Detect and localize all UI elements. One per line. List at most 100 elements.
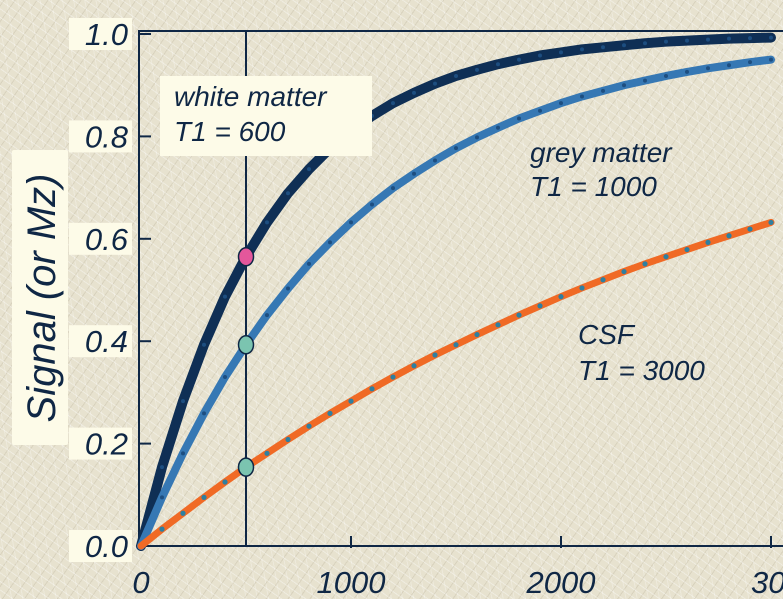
data-point-csf xyxy=(306,423,312,429)
data-point-csf xyxy=(621,268,627,275)
y-tick-label-bg xyxy=(69,222,132,255)
data-point-grey-matter xyxy=(391,186,395,191)
data-point-white-matter xyxy=(727,36,731,41)
marker-white-matter xyxy=(237,246,255,267)
data-point-grey-matter xyxy=(538,108,542,113)
plot-area xyxy=(138,30,783,547)
data-point-grey-matter xyxy=(223,375,227,380)
data-point-csf xyxy=(390,374,396,380)
y-axis-title: Signal (or Mz) xyxy=(12,150,68,445)
data-point-grey-matter xyxy=(160,495,164,500)
data-point-grey-matter xyxy=(706,66,710,71)
y-tick-label: 0.2 xyxy=(85,427,128,462)
y-axis-label: Signal (or Mz) xyxy=(20,174,64,423)
y-tick-label-bg xyxy=(69,325,132,358)
data-point-csf xyxy=(726,233,732,239)
x-tick-label: 0 xyxy=(132,565,149,599)
y-axis-ticks: 0.0 0.2 0.4 0.6 0.8 1.0 xyxy=(69,17,151,564)
data-point-grey-matter xyxy=(433,158,437,163)
data-point-white-matter xyxy=(601,45,605,50)
data-point-csf xyxy=(180,510,186,516)
annotation-white-matter-name: white matter xyxy=(174,81,328,112)
data-point-white-matter xyxy=(307,167,311,172)
data-point-csf xyxy=(642,261,648,267)
y-tick-label-bg xyxy=(69,18,132,50)
data-point-csf xyxy=(600,277,606,283)
annotation-csf: CSF T1 = 3000 xyxy=(578,319,705,386)
data-point-grey-matter xyxy=(328,240,332,245)
x-axis-ticks: 0 1000 2000 30 xyxy=(132,536,783,599)
data-point-white-matter xyxy=(538,53,542,58)
data-point-white-matter xyxy=(622,43,626,48)
data-point-csf xyxy=(159,526,165,532)
data-point-grey-matter xyxy=(727,63,731,68)
annotation-white-matter: white matter T1 = 600 xyxy=(160,76,372,156)
data-point-csf xyxy=(516,312,522,318)
y-tick-label-bg xyxy=(69,530,132,562)
annotation-csf-name: CSF xyxy=(578,319,636,350)
data-point-white-matter xyxy=(769,35,773,40)
y-tick-label-bg xyxy=(69,427,132,460)
data-point-grey-matter xyxy=(454,146,458,151)
data-point-white-matter xyxy=(265,220,269,225)
data-point-grey-matter xyxy=(265,313,269,318)
annotation-grey-matter-t1: T1 = 1000 xyxy=(530,171,657,202)
data-point-grey-matter xyxy=(496,125,500,130)
data-point-grey-matter xyxy=(769,57,773,62)
data-point-grey-matter xyxy=(643,78,647,83)
data-point-csf xyxy=(495,322,501,328)
annotation-grey-matter: grey matter T1 = 1000 xyxy=(530,137,673,202)
data-point-csf xyxy=(537,303,543,309)
y-tick-label: 0.8 xyxy=(85,119,129,154)
marker-layer xyxy=(237,246,255,477)
marker-grey-matter xyxy=(237,335,255,355)
data-point-csf xyxy=(201,494,207,500)
data-point-white-matter xyxy=(496,62,500,67)
data-point-grey-matter xyxy=(181,451,185,456)
data-point-grey-matter xyxy=(349,220,353,225)
data-point-white-matter xyxy=(643,41,647,46)
data-point-csf xyxy=(579,285,585,291)
data-point-white-matter xyxy=(748,36,752,41)
marker-csf xyxy=(237,457,255,477)
data-point-white-matter xyxy=(664,39,668,44)
data-point-white-matter xyxy=(517,57,521,62)
data-point-grey-matter xyxy=(601,88,605,93)
annotation-grey-matter-name: grey matter xyxy=(530,137,673,168)
data-point-csf xyxy=(747,226,753,232)
data-point-grey-matter xyxy=(286,286,290,291)
data-point-csf xyxy=(558,294,564,300)
y-tick-label: 0.4 xyxy=(85,324,128,359)
data-point-csf xyxy=(474,331,480,338)
data-point-white-matter xyxy=(559,50,563,55)
data-point-csf xyxy=(663,254,669,260)
data-point-white-matter xyxy=(580,47,584,52)
data-point-csf xyxy=(768,219,774,226)
data-point-csf xyxy=(453,342,459,348)
data-point-grey-matter xyxy=(517,116,521,121)
data-point-grey-matter xyxy=(307,261,311,266)
x-tick-label: 2000 xyxy=(526,565,596,599)
data-point-white-matter xyxy=(685,38,689,43)
y-tick-label-bg xyxy=(69,120,132,153)
data-point-grey-matter xyxy=(475,135,479,140)
data-point-white-matter xyxy=(706,37,710,42)
data-point-white-matter xyxy=(412,90,416,95)
data-point-grey-matter xyxy=(685,69,689,74)
data-point-grey-matter xyxy=(202,411,206,416)
y-tick-label: 0.6 xyxy=(85,222,129,257)
data-point-csf xyxy=(222,479,228,485)
data-point-csf xyxy=(684,246,690,253)
data-point-white-matter xyxy=(391,101,395,106)
data-point-csf xyxy=(264,450,270,456)
data-point-white-matter xyxy=(454,73,458,78)
y-tick-label: 1.0 xyxy=(85,17,128,52)
data-point-grey-matter xyxy=(748,60,752,65)
data-point-csf xyxy=(285,436,291,443)
x-tick-label: 30 xyxy=(751,565,783,599)
data-point-csf xyxy=(369,386,375,392)
data-point-grey-matter xyxy=(370,202,374,207)
data-point-grey-matter xyxy=(622,83,626,88)
annotation-csf-t1: T1 = 3000 xyxy=(578,355,705,386)
